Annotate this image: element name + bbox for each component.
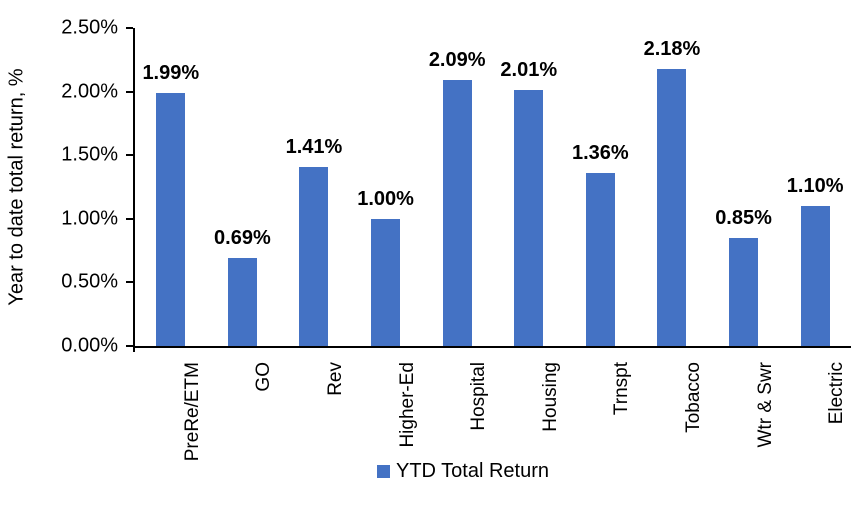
x-category-cell: GO [207, 354, 279, 460]
bar-value-label: 1.10% [786, 175, 844, 198]
y-axis: 2.50% 2.00% 1.50% 1.00% 0.50% 0.00% [0, 17, 133, 357]
bar [442, 80, 472, 346]
bar [514, 90, 544, 346]
bar-value-label: 1.36% [572, 142, 629, 165]
x-category-cell: Wtr & Swr [708, 354, 780, 460]
bar-slot: 0.85% [708, 28, 780, 346]
bar [299, 166, 329, 346]
bar [227, 258, 257, 346]
axis-corner-tick [133, 346, 135, 352]
bar-slot: 2.01% [493, 28, 565, 346]
y-tick-label: 1.00% [61, 207, 118, 230]
x-category-cell: Hospital [421, 354, 493, 460]
y-tick-mark [126, 281, 133, 284]
bar-slot: 1.00% [350, 28, 422, 346]
x-category-label: Housing [539, 362, 561, 432]
x-category-label: Higher-Ed [396, 362, 418, 448]
y-tick-mark [126, 90, 133, 93]
bar [800, 206, 830, 346]
y-tick-label: 0.50% [61, 270, 118, 293]
bar [729, 237, 759, 346]
x-category-label: Wtr & Swr [754, 362, 776, 448]
x-category-label: Tobacco [682, 362, 704, 433]
y-tick-label: 2.50% [61, 16, 118, 39]
bar [156, 92, 186, 346]
x-category-label: GO [253, 362, 275, 392]
y-tick-mark [126, 345, 133, 347]
bar-slot: 0.69% [207, 28, 279, 346]
bar [657, 68, 687, 346]
y-tick-label: 0.00% [61, 334, 118, 357]
x-category-cell: Tobacco [636, 354, 708, 460]
bar-value-label: 1.41% [285, 135, 343, 158]
x-category-cell: Higher-Ed [350, 354, 422, 460]
y-tick-mark [126, 217, 133, 220]
bar-series: 1.99% 0.69% 1.41% 1.00% 2.09% 2.01% 1.36% 2.18%… [135, 28, 851, 346]
x-category-label: Hospital [468, 362, 490, 431]
bar-value-label: 2.09% [428, 49, 486, 72]
plot-area: 1.99% 0.69% 1.41% 1.00% 2.09% 2.01% 1.36% 2.18%… [133, 28, 851, 348]
bar [371, 218, 401, 346]
bar-slot: 1.99% [135, 28, 207, 346]
x-category-label: Trnspt [611, 362, 633, 416]
x-category-cell: Electric [779, 354, 851, 460]
bar-slot: 2.18% [636, 28, 708, 346]
bar [585, 173, 615, 346]
y-tick-mark [126, 27, 133, 29]
y-tick-label: 1.50% [61, 143, 118, 166]
x-axis-category-labels: PreRe/ETM GO Rev Higher-Ed Hospital Housing Tr… [135, 354, 851, 462]
bar-slot: 1.10% [779, 28, 851, 346]
bar-value-label: 0.85% [715, 206, 772, 229]
x-category-label: Electric [826, 362, 848, 425]
legend-series-label: YTD Total Return [395, 459, 550, 482]
y-tick-label: 2.00% [61, 80, 118, 103]
y-tick-mark [126, 154, 133, 157]
bar-value-label: 0.69% [214, 227, 271, 250]
x-category-cell: Housing [493, 354, 565, 460]
bar-slot: 1.36% [565, 28, 637, 346]
x-category-label: Rev [324, 362, 346, 396]
bar-slot: 2.09% [421, 28, 493, 346]
legend: YTD Total Return [133, 458, 793, 484]
legend-color-swatch-icon [376, 464, 390, 478]
x-category-cell: Trnspt [565, 354, 637, 460]
bar-value-label: 1.00% [357, 187, 414, 210]
x-category-cell: PreRe/ETM [135, 354, 207, 462]
bar-value-label: 2.18% [643, 37, 701, 60]
bar-slot: 1.41% [278, 28, 350, 346]
x-category-cell: Rev [278, 354, 350, 460]
bar-value-label: 2.01% [500, 59, 558, 82]
bar-value-label: 1.99% [142, 61, 200, 84]
x-category-label: PreRe/ETM [181, 362, 203, 462]
